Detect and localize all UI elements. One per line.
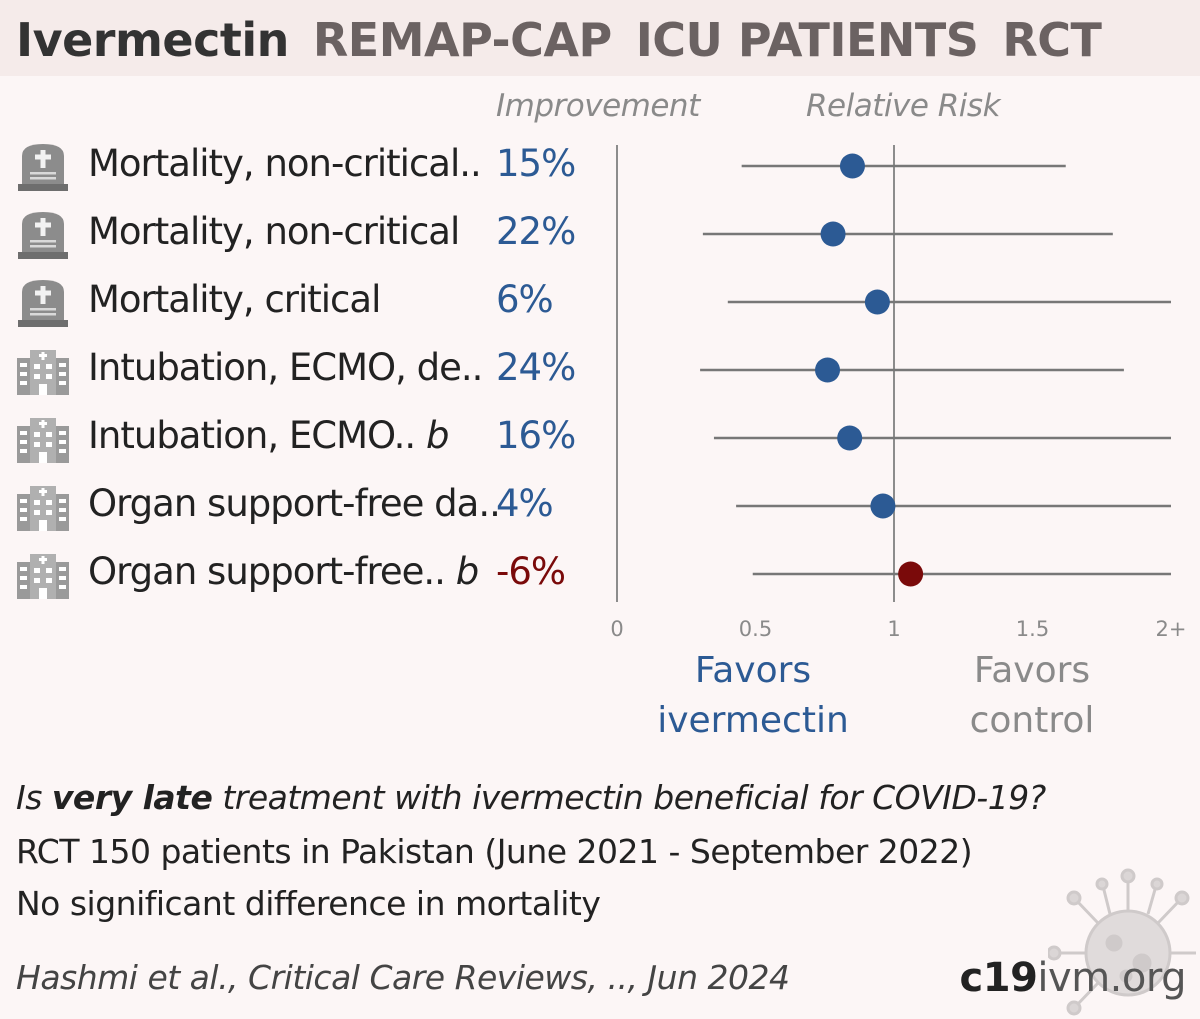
- citation: Hashmi et al., Critical Care Reviews, ..…: [16, 958, 790, 997]
- hospital-icon: [16, 548, 70, 600]
- title-design: RCT: [1002, 13, 1102, 67]
- point-estimate: [837, 425, 863, 451]
- point-estimate: [870, 493, 896, 519]
- outcome-label: Intubation, ECMO, de..: [88, 346, 483, 389]
- outcome-label-suffix: b: [455, 550, 479, 593]
- outcome-label-text: Intubation, ECMO..: [88, 414, 416, 457]
- point-estimate: [864, 289, 890, 315]
- outcome-row: Organ support-free da.. 4%: [0, 474, 600, 538]
- tombstone-icon: [16, 208, 70, 260]
- question-suffix: treatment with ivermectin beneficial for…: [212, 778, 1046, 817]
- brand-domain: ivm.org: [1037, 955, 1186, 1001]
- improvement-value: 15%: [496, 142, 576, 185]
- outcome-row: Organ support-free.. b -6%: [0, 542, 600, 606]
- point-estimate: [815, 357, 841, 383]
- question-emphasis: very late: [51, 778, 213, 817]
- brand-bold: c19: [959, 955, 1038, 1001]
- outcome-label: Organ support-free.. b: [88, 550, 479, 593]
- outcome-label-text: Intubation, ECMO, de..: [88, 346, 483, 389]
- x-tick-label: 0.5: [739, 617, 772, 641]
- hospital-icon: [16, 344, 70, 396]
- favors-left-line1: Favors: [694, 650, 812, 691]
- outcome-label-text: Mortality, non-critical..: [88, 142, 482, 185]
- outcome-label: Intubation, ECMO.. b: [88, 414, 449, 457]
- outcome-label: Mortality, non-critical..: [88, 142, 482, 185]
- outcome-label-text: Mortality, critical: [88, 278, 381, 321]
- outcome-row: Mortality, non-critical.. 15%: [0, 134, 600, 198]
- title-trial: REMAP-CAP: [312, 13, 612, 67]
- x-tick-label: 1.5: [1016, 617, 1049, 641]
- improvement-value: 22%: [496, 210, 576, 253]
- question-prefix: Is: [16, 778, 52, 817]
- improvement-value: 6%: [496, 278, 554, 321]
- virus-icon: [1048, 868, 1196, 1016]
- improvement-value: -6%: [496, 550, 566, 593]
- forest-plot: 0 0.5 1 1.5 2+: [610, 145, 1187, 641]
- outcome-row: Intubation, ECMO.. b 16%: [0, 406, 600, 470]
- x-tick-label: 1: [887, 617, 900, 641]
- favors-ivermectin-label: Favors ivermectin: [643, 646, 863, 746]
- favors-right-line1: Favors: [973, 650, 1091, 691]
- improvement-column-header: Improvement: [496, 88, 700, 124]
- point-estimate: [898, 561, 924, 587]
- outcome-label: Mortality, critical: [88, 278, 381, 321]
- title-population: ICU PATIENTS: [635, 13, 979, 67]
- site-brand: c19ivm.org: [959, 955, 1187, 1001]
- study-conclusion-text: No significant difference in mortality: [16, 884, 601, 923]
- page-title: Ivermectin REMAP-CAP ICU PATIENTS RCT: [16, 8, 1125, 72]
- outcome-row: Mortality, non-critical 22%: [0, 202, 600, 266]
- hospital-icon: [16, 480, 70, 532]
- relative-risk-column-header: Relative Risk: [806, 88, 1001, 124]
- favors-left-line2: ivermectin: [657, 700, 849, 741]
- improvement-value: 24%: [496, 346, 576, 389]
- tombstone-icon: [16, 276, 70, 328]
- point-estimate: [820, 221, 846, 247]
- outcome-label: Mortality, non-critical: [88, 210, 460, 253]
- hospital-icon: [16, 412, 70, 464]
- x-tick-label: 0: [610, 617, 623, 641]
- study-design-text: RCT 150 patients in Pakistan (June 2021 …: [16, 832, 973, 871]
- outcome-label-suffix: b: [425, 414, 449, 457]
- outcome-row: Mortality, critical 6%: [0, 270, 600, 334]
- x-tick-label: 2+: [1156, 617, 1187, 641]
- favors-right-line2: control: [969, 700, 1095, 741]
- outcome-label-text: Mortality, non-critical: [88, 210, 460, 253]
- header-band: [0, 0, 1200, 76]
- outcome-label-text: Organ support-free da..: [88, 482, 501, 525]
- favors-control-label: Favors control: [922, 646, 1142, 746]
- improvement-value: 16%: [496, 414, 576, 457]
- point-estimate: [839, 153, 865, 179]
- improvement-value: 4%: [496, 482, 554, 525]
- outcome-label-text: Organ support-free..: [88, 550, 446, 593]
- study-question: Is very late treatment with ivermectin b…: [16, 778, 1046, 817]
- outcome-label: Organ support-free da..: [88, 482, 501, 525]
- tombstone-icon: [16, 140, 70, 192]
- outcome-row: Intubation, ECMO, de.. 24%: [0, 338, 600, 402]
- title-drug: Ivermectin: [16, 13, 289, 67]
